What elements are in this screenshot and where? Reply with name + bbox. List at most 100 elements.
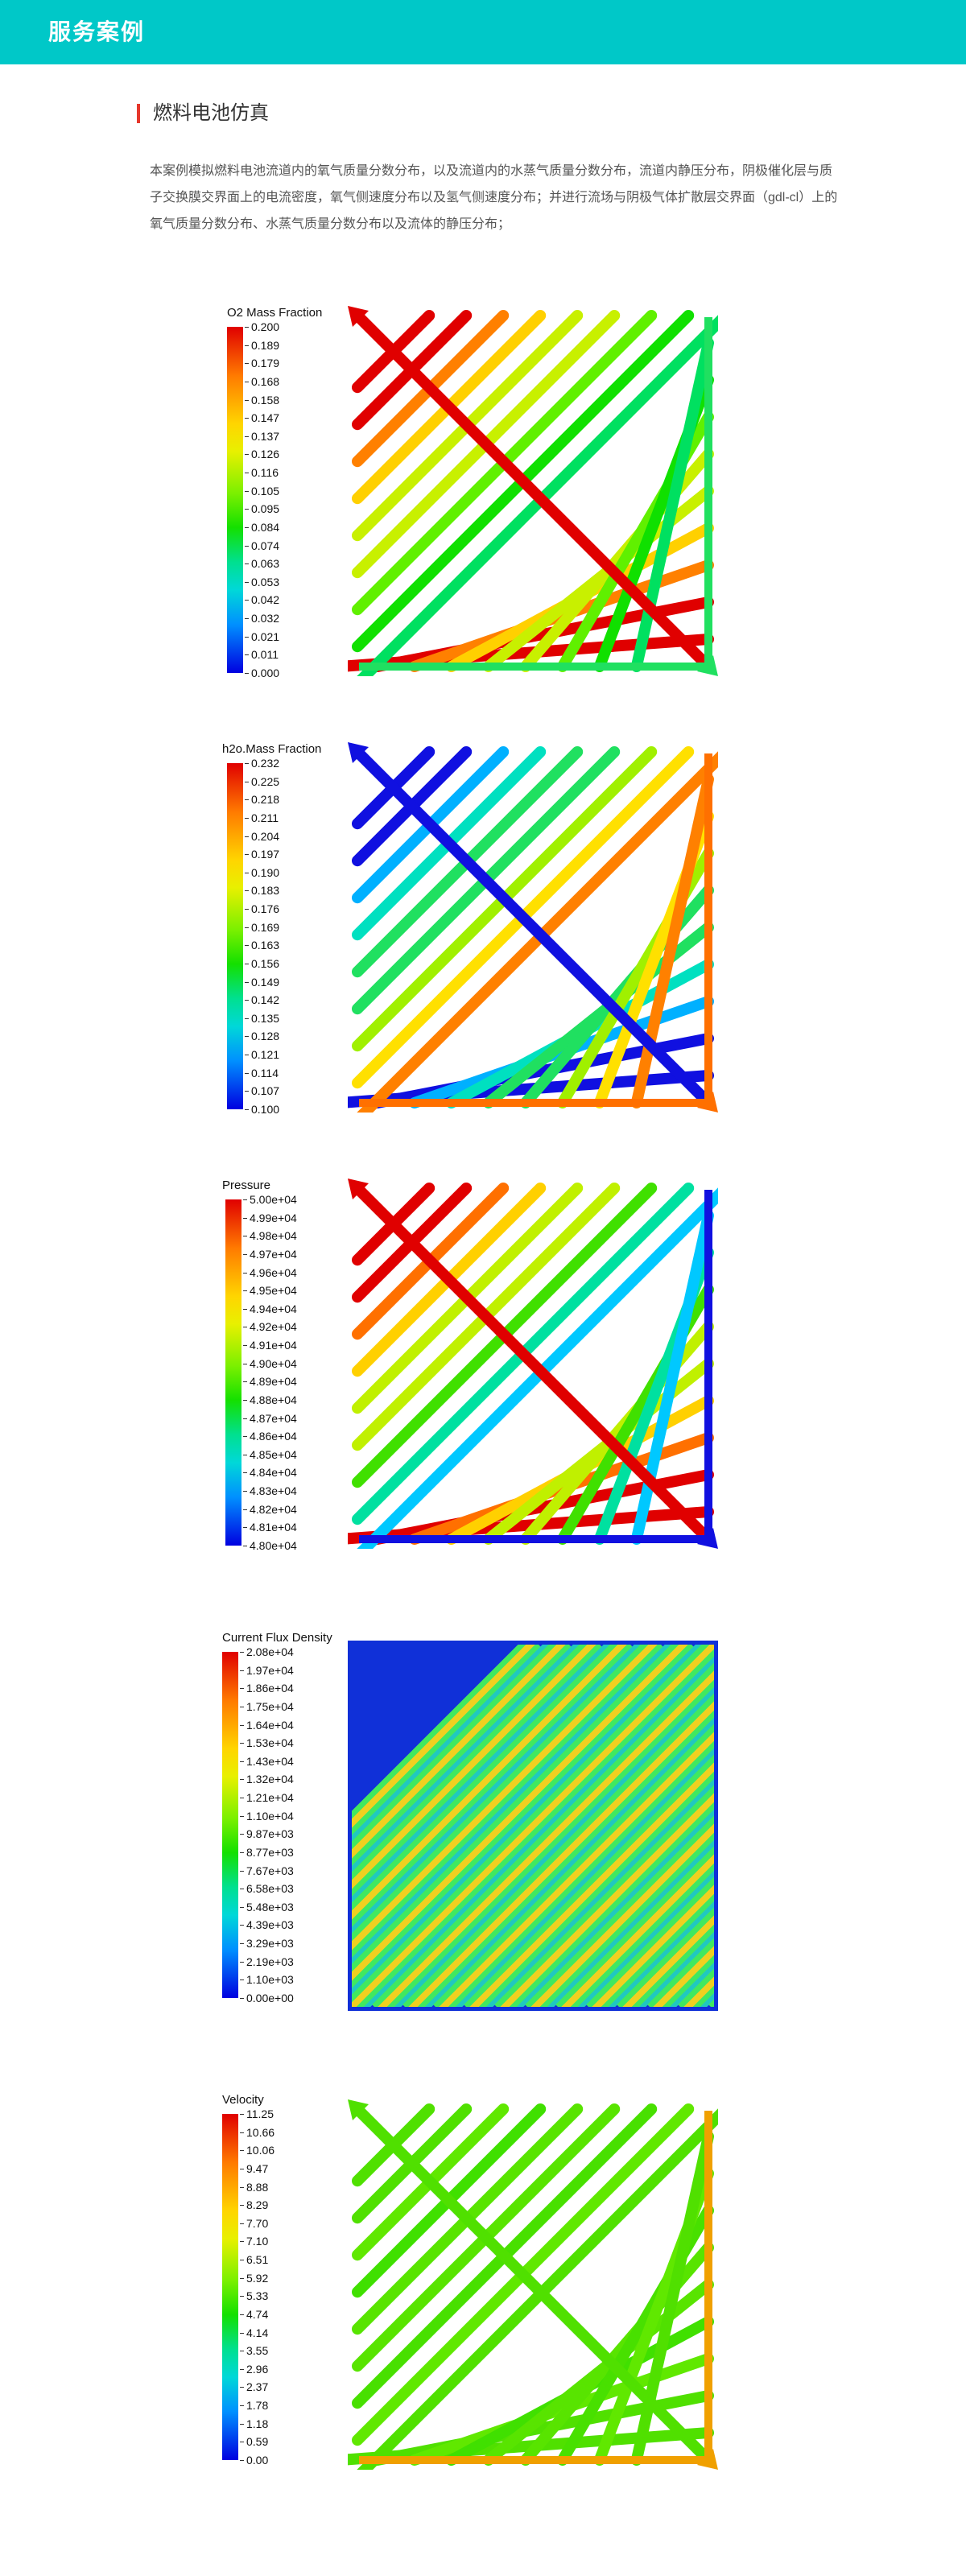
color-scale-tick-label: 4.80e+04: [243, 1539, 297, 1552]
color-scale-tick-label: 0.074: [244, 539, 280, 552]
header-title: 服务案例: [48, 19, 146, 44]
color-scale-tick-label: 4.91e+04: [243, 1339, 297, 1352]
color-scale-tick-label: 0.232: [244, 757, 280, 770]
flow-field-contour-plot: [158, 1634, 966, 2017]
section-title: 燃料电池仿真: [153, 102, 269, 124]
color-scale-tick-label: 7.67e+03: [240, 1864, 294, 1877]
color-scale-tick-label: 0.197: [244, 848, 280, 861]
color-scale-tick-label: 8.29: [239, 2198, 269, 2212]
color-scale-tick-label: 4.99e+04: [243, 1211, 297, 1224]
flow-field-contour-plot: [334, 742, 732, 1126]
color-scale-tick-label: 7.70: [239, 2216, 269, 2230]
flow-field-contour-plot: [334, 306, 732, 690]
color-scale-tick-label: 4.96e+04: [243, 1265, 297, 1279]
color-scale-tick-label: 0.225: [244, 774, 280, 788]
color-scale-bar: [227, 763, 243, 1109]
color-scale-tick-label: 4.97e+04: [243, 1247, 297, 1261]
color-scale-tick-label: 0.105: [244, 484, 280, 497]
color-scale-tick-label: 1.10e+04: [240, 1809, 294, 1823]
section-description: 本案例模拟燃料电池流道内的氧气质量分数分布，以及流道内的水蒸气质量分数分布，流道…: [150, 164, 838, 231]
color-scale-tick-label: 4.90e+04: [243, 1356, 297, 1370]
color-scale-tick-label: 0.042: [244, 593, 280, 607]
color-scale-tick-label: 2.37: [239, 2380, 269, 2394]
legend-title: Current Flux Density: [222, 1631, 332, 1645]
color-scale-bar: [222, 1652, 238, 1998]
color-scale-tick-label: 1.86e+04: [240, 1682, 294, 1695]
color-scale-tick-label: 0.032: [244, 612, 280, 625]
color-scale-tick-label: 0.183: [244, 884, 280, 898]
legend-title: Pressure: [222, 1179, 271, 1192]
color-scale-tick-label: 0.163: [244, 939, 280, 952]
color-scale-tick-label: 1.21e+04: [240, 1791, 294, 1805]
color-scale-tick-label: 6.58e+03: [240, 1882, 294, 1896]
color-scale-tick-label: 4.92e+04: [243, 1320, 297, 1334]
color-scale-tick-label: 0.021: [244, 630, 280, 643]
color-scale-tick-label: 2.19e+03: [240, 1955, 294, 1968]
color-scale-tick-label: 1.43e+04: [240, 1754, 294, 1768]
color-scale-bar: [225, 1199, 242, 1546]
color-scale-tick-label: 7.10: [239, 2235, 269, 2248]
legend-title: Velocity: [222, 2093, 264, 2107]
color-scale-tick-label: 8.88: [239, 2180, 269, 2194]
color-scale-tick-label: 4.85e+04: [243, 1447, 297, 1461]
color-scale-tick-label: 4.84e+04: [243, 1466, 297, 1480]
color-scale-tick-label: 0.095: [244, 502, 280, 516]
color-scale-tick-label: 4.39e+03: [240, 1918, 294, 1932]
color-scale-tick-label: 10.06: [239, 2144, 275, 2157]
color-scale-tick-label: 0.084: [244, 520, 280, 534]
color-scale-tick-label: 1.18: [239, 2417, 269, 2430]
color-scale-tick-label: 5.92: [239, 2271, 269, 2285]
color-scale-tick-label: 1.53e+04: [240, 1736, 294, 1750]
color-scale-tick-label: 0.00e+00: [240, 1992, 294, 2004]
color-scale-tick-label: 10.66: [239, 2125, 275, 2139]
color-scale-tick-label: 0.137: [244, 429, 280, 443]
color-scale-tick-label: 0.204: [244, 829, 280, 843]
flow-field-contour-plot: [334, 1179, 732, 1563]
color-scale-tick-label: 0.000: [244, 667, 280, 679]
color-scale-tick-label: 0.100: [244, 1103, 280, 1116]
color-scale-tick-label: 1.10e+03: [240, 1973, 294, 1987]
color-scale-bar: [222, 2114, 238, 2460]
color-scale-tick-label: 9.47: [239, 2161, 269, 2175]
color-scale-tick-label: 0.211: [245, 811, 279, 824]
color-scale-tick-label: 5.33: [239, 2289, 269, 2303]
color-scale-tick-label: 11.25: [240, 2107, 274, 2120]
color-scale-tick-label: 0.114: [245, 1066, 279, 1080]
color-scale-bar: [227, 327, 243, 673]
color-scale-tick-label: 2.08e+04: [240, 1645, 294, 1658]
color-scale-tick-label: 0.169: [244, 920, 280, 934]
color-scale-tick-label: 0.135: [244, 1011, 280, 1025]
color-scale-tick-label: 0.218: [244, 793, 280, 807]
color-scale-tick-label: 0.59: [239, 2435, 269, 2449]
color-scale-tick-label: 0.189: [244, 338, 280, 352]
color-scale-tick-label: 4.87e+04: [243, 1411, 297, 1425]
color-scale-tick-label: 4.83e+04: [243, 1484, 297, 1498]
color-scale-tick-label: 0.063: [244, 557, 280, 571]
color-scale-tick-label: 0.142: [244, 993, 280, 1007]
color-scale-tick-label: 1.32e+04: [240, 1773, 294, 1786]
color-scale-tick-label: 0.107: [244, 1084, 280, 1098]
color-scale-tick-label: 4.94e+04: [243, 1302, 297, 1315]
color-scale-tick-label: 0.158: [244, 393, 280, 407]
color-scale-tick-label: 5.48e+03: [240, 1900, 294, 1913]
color-scale-tick-label: 4.82e+04: [243, 1502, 297, 1516]
color-scale-tick-label: 1.75e+04: [240, 1699, 294, 1713]
color-scale-tick-label: 0.147: [244, 411, 280, 425]
color-scale-tick-label: 0.176: [244, 902, 280, 916]
header-bar: 服务案例: [0, 0, 966, 64]
color-scale-tick-label: 4.81e+04: [243, 1521, 297, 1534]
color-scale-tick-label: 4.86e+04: [243, 1430, 297, 1443]
color-scale-tick-label: 0.200: [244, 320, 280, 333]
color-scale-tick-label: 3.55: [239, 2344, 269, 2358]
color-scale-tick-label: 6.51: [239, 2253, 269, 2267]
color-scale-tick-label: 1.64e+04: [240, 1718, 294, 1732]
color-scale-tick-label: 0.149: [244, 975, 280, 989]
color-scale-tick-label: 0.121: [244, 1048, 280, 1062]
legend-title: O2 Mass Fraction: [227, 306, 323, 320]
color-scale-tick-label: 4.88e+04: [243, 1393, 297, 1406]
color-scale-tick-label: 8.77e+03: [240, 1845, 294, 1859]
color-scale-tick-label: 1.97e+04: [240, 1663, 294, 1677]
color-scale-tick-label: 0.053: [244, 575, 280, 588]
color-scale-tick-label: 0.128: [244, 1030, 280, 1043]
legend-title: h2o.Mass Fraction: [222, 742, 322, 756]
